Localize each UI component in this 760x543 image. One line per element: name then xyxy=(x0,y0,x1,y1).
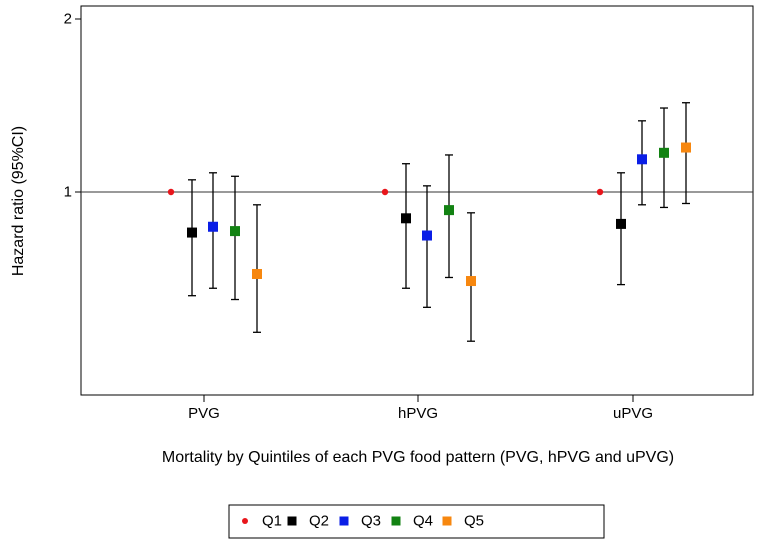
point-q1 xyxy=(596,188,604,196)
plot-area xyxy=(80,5,754,396)
point-q1 xyxy=(381,188,389,196)
legend-box xyxy=(228,504,605,539)
point-q1 xyxy=(167,188,175,196)
y-axis-label: Hazard ratio (95%CI) xyxy=(10,126,27,276)
error-bar xyxy=(402,163,410,289)
error-bar xyxy=(423,185,431,308)
point-q3 xyxy=(208,221,218,232)
legend-marker xyxy=(442,516,452,526)
point-q3 xyxy=(637,154,647,165)
point-q2 xyxy=(187,227,197,238)
x-axis: PVG hPVG uPVG xyxy=(188,395,653,422)
legend-items: Q1 Q2 Q3 Q4 Q5 xyxy=(242,513,484,530)
point-q2 xyxy=(616,218,626,229)
legend-label: Q3 xyxy=(361,513,381,530)
legend-label: Q2 xyxy=(309,513,329,530)
legend-item-q5: Q5 xyxy=(442,513,484,530)
legend: Q1 Q2 Q3 Q4 Q5 xyxy=(228,504,605,539)
error-bar xyxy=(188,179,196,297)
legend-marker xyxy=(287,516,297,526)
y-axis: 12 xyxy=(64,11,81,201)
legend-marker xyxy=(339,516,349,526)
plot-frame xyxy=(80,5,754,396)
error-bar xyxy=(253,204,261,333)
point-q5 xyxy=(466,276,476,287)
point-q4 xyxy=(659,147,669,158)
data-marks xyxy=(167,102,691,342)
point-q4 xyxy=(444,205,454,216)
error-bar xyxy=(231,175,239,301)
legend-item-q4: Q4 xyxy=(391,513,433,530)
y-tick-label: 2 xyxy=(64,11,72,28)
error-bar xyxy=(682,102,690,205)
point-q5 xyxy=(681,142,691,153)
legend-label: Q5 xyxy=(464,513,484,530)
point-q4 xyxy=(230,226,240,237)
y-tick-label: 1 xyxy=(64,184,72,201)
x-axis-label: Mortality by Quintiles of each PVG food … xyxy=(162,449,674,466)
point-q5 xyxy=(252,268,262,279)
legend-marker xyxy=(391,516,401,526)
legend-label: Q4 xyxy=(413,513,433,530)
x-tick-label: hPVG xyxy=(398,405,438,422)
legend-item-q3: Q3 xyxy=(339,513,381,530)
x-tick-label: PVG xyxy=(188,405,220,422)
legend-item-q2: Q2 xyxy=(287,513,329,530)
error-bar xyxy=(445,154,453,279)
point-q3 xyxy=(422,230,432,241)
legend-item-q1: Q1 xyxy=(242,513,282,530)
legend-label: Q1 xyxy=(262,513,282,530)
x-tick-label: uPVG xyxy=(613,405,653,422)
point-q2 xyxy=(401,213,411,224)
legend-marker xyxy=(242,518,248,524)
